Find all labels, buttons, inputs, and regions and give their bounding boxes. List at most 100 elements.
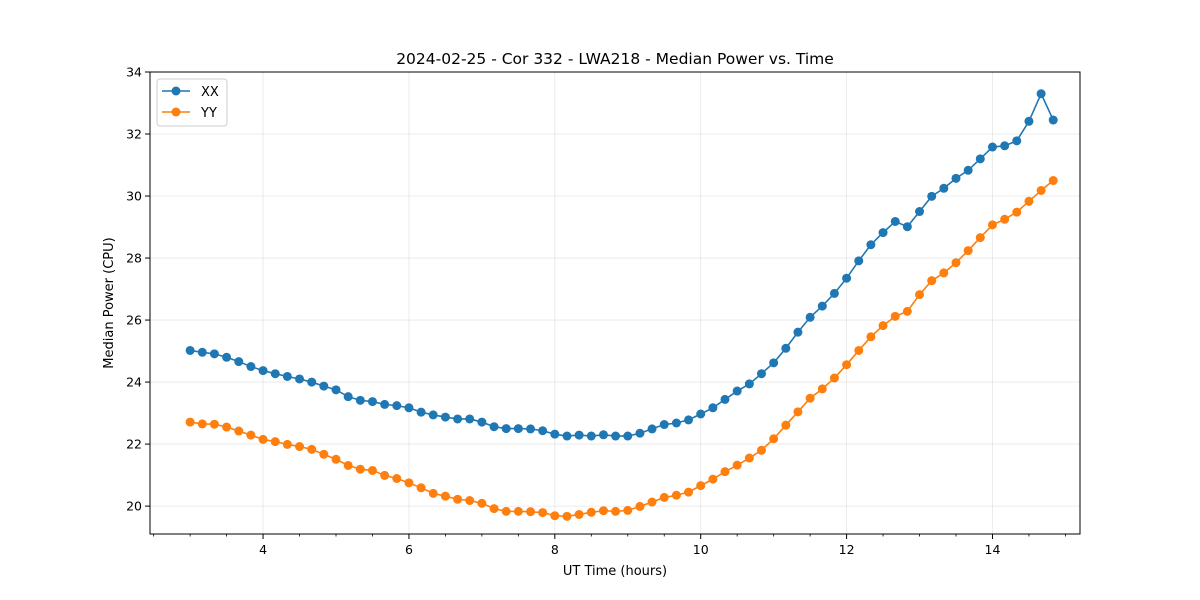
data-point-xx — [586, 431, 596, 441]
data-point-xx — [915, 207, 925, 217]
data-point-yy — [392, 474, 402, 483]
legend: XX YY — [156, 78, 228, 127]
data-point-yy — [866, 332, 876, 342]
data-point-yy — [927, 276, 937, 286]
data-point-xx — [744, 379, 754, 389]
data-point-xx — [817, 301, 827, 311]
data-point-xx — [623, 431, 633, 441]
data-point-xx — [428, 410, 438, 420]
y-tick-label: 34 — [126, 65, 142, 80]
data-point-yy — [234, 426, 244, 436]
data-point-xx — [866, 240, 876, 250]
data-point-xx — [842, 273, 852, 283]
data-point-xx — [453, 414, 463, 424]
data-point-yy — [1024, 196, 1034, 206]
data-point-yy — [708, 474, 718, 484]
data-point-xx — [769, 358, 779, 368]
data-point-xx — [659, 420, 669, 430]
data-point-xx — [1000, 141, 1010, 151]
data-point-xx — [355, 395, 365, 405]
data-point-yy — [222, 422, 232, 432]
data-point-xx — [756, 369, 766, 379]
data-point-xx — [465, 414, 475, 424]
data-point-yy — [805, 393, 815, 403]
x-tick-label: 10 — [693, 542, 709, 557]
data-point-xx — [793, 327, 803, 337]
data-point-xx — [513, 424, 523, 434]
data-point-xx — [440, 412, 450, 422]
data-point-yy — [939, 268, 949, 278]
data-point-xx — [975, 154, 985, 164]
data-point-xx — [671, 418, 681, 428]
data-point-yy — [307, 444, 317, 454]
y-tick-label: 32 — [126, 127, 142, 142]
data-point-xx — [647, 424, 657, 434]
data-point-xx — [1048, 115, 1058, 125]
data-point-yy — [1048, 176, 1058, 186]
data-point-xx — [477, 417, 487, 427]
data-point-yy — [343, 460, 353, 470]
y-tick-label: 22 — [126, 437, 142, 452]
data-point-yy — [829, 373, 839, 383]
data-point-yy — [1000, 214, 1010, 224]
data-point-xx — [343, 392, 353, 402]
data-point-xx — [987, 142, 997, 152]
data-point-xx — [234, 357, 244, 367]
data-point-yy — [574, 509, 584, 519]
data-point-yy — [781, 420, 791, 430]
data-point-xx — [526, 424, 536, 434]
data-point-xx — [185, 345, 195, 355]
data-point-xx — [367, 397, 377, 407]
data-point-xx — [392, 401, 402, 411]
y-tick-label: 24 — [126, 375, 142, 390]
data-point-yy — [440, 491, 450, 501]
data-point-yy — [404, 478, 414, 488]
data-point-xx — [562, 431, 572, 441]
data-point-yy — [562, 511, 572, 521]
data-point-xx — [598, 430, 608, 440]
data-point-xx — [295, 374, 305, 384]
plot-area — [150, 72, 1080, 534]
chart-title: 2024-02-25 - Cor 332 - LWA218 - Median P… — [396, 50, 834, 68]
data-point-yy — [355, 464, 365, 474]
data-point-yy — [209, 419, 219, 429]
x-axis-label: UT Time (hours) — [563, 564, 667, 579]
data-point-xx — [890, 216, 900, 226]
data-point-xx — [282, 371, 292, 381]
data-point-xx — [550, 429, 560, 439]
x-tick-label: 14 — [985, 542, 1001, 557]
data-point-yy — [1036, 185, 1046, 195]
legend-label-yy: YY — [200, 106, 217, 121]
series-layer — [185, 89, 1058, 521]
data-point-xx — [501, 424, 511, 434]
data-point-yy — [513, 506, 523, 516]
data-point-yy — [331, 454, 341, 464]
data-point-xx — [489, 422, 499, 432]
data-point-yy — [635, 501, 645, 511]
data-point-yy — [659, 492, 669, 502]
y-tick-label: 28 — [126, 251, 142, 266]
data-point-xx — [732, 386, 742, 396]
data-point-yy — [793, 407, 803, 417]
data-point-yy — [465, 496, 475, 506]
data-point-yy — [428, 488, 438, 498]
data-point-yy — [963, 246, 973, 256]
data-point-yy — [854, 345, 864, 355]
data-point-yy — [817, 384, 827, 394]
data-point-yy — [501, 506, 511, 516]
data-point-yy — [732, 460, 742, 470]
data-point-yy — [1012, 207, 1022, 217]
y-tick-label: 20 — [126, 499, 142, 514]
data-point-yy — [671, 490, 681, 500]
y-tick-label: 26 — [126, 313, 142, 328]
data-point-xx — [416, 407, 426, 417]
data-point-xx — [222, 352, 232, 362]
data-point-xx — [258, 366, 268, 376]
data-point-yy — [489, 504, 499, 514]
data-point-yy — [902, 306, 912, 316]
data-point-yy — [744, 453, 754, 463]
data-point-xx — [319, 381, 329, 391]
data-point-yy — [756, 445, 766, 455]
data-point-yy — [878, 321, 888, 331]
